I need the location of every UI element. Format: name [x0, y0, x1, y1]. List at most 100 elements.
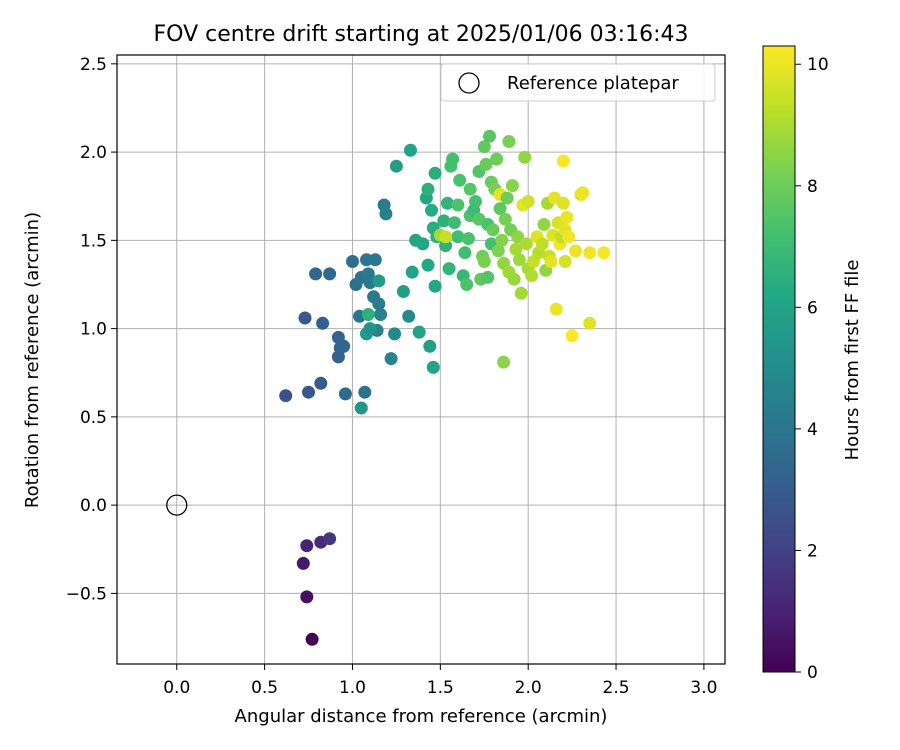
- data-point: [338, 387, 352, 401]
- x-axis-ticks: 0.0 0.5 1.0 1.5 2.0 2.5 3.0: [163, 664, 717, 698]
- data-point: [439, 230, 453, 244]
- data-point: [404, 143, 417, 157]
- y-tick-label: 0.5: [80, 408, 107, 428]
- data-point: [396, 285, 410, 298]
- data-point: [440, 196, 454, 210]
- data-point: [477, 255, 491, 268]
- data-point: [507, 272, 521, 286]
- data-point: [316, 316, 330, 330]
- x-tick-label: 1.5: [427, 678, 454, 698]
- legend: Reference platepar: [440, 63, 716, 102]
- data-point: [421, 182, 435, 196]
- data-point: [374, 308, 388, 321]
- y-tick-label: 0.0: [80, 496, 107, 516]
- data-point: [421, 258, 435, 272]
- data-point: [583, 246, 597, 260]
- data-point: [562, 230, 576, 244]
- colorbar-tick-label: 0: [807, 663, 818, 683]
- data-point: [512, 253, 526, 267]
- data-point: [565, 329, 579, 343]
- data-point: [305, 632, 319, 646]
- y-tick-label: 2.0: [80, 143, 107, 163]
- data-point: [323, 267, 337, 281]
- data-point: [500, 191, 514, 205]
- data-point: [300, 590, 314, 604]
- data-point: [479, 157, 493, 171]
- data-point: [502, 135, 516, 148]
- data-points: [279, 129, 611, 646]
- data-point: [447, 216, 461, 230]
- data-point: [358, 385, 372, 399]
- data-point: [446, 152, 460, 166]
- data-point: [498, 212, 512, 226]
- data-point: [372, 297, 386, 311]
- plot-frame: [116, 54, 726, 665]
- data-point: [302, 385, 315, 399]
- data-point: [426, 360, 440, 374]
- colorbar-tick-label: 10: [807, 55, 829, 75]
- data-point: [323, 532, 337, 546]
- data-point: [519, 237, 533, 251]
- data-point: [535, 237, 549, 251]
- data-point: [372, 274, 386, 288]
- data-point: [463, 182, 477, 196]
- data-point: [296, 556, 310, 570]
- y-axis-label: Rotation from reference (arcmin): [22, 212, 43, 508]
- data-point: [354, 401, 368, 415]
- data-point: [388, 327, 402, 341]
- data-point: [556, 154, 570, 168]
- data-point: [518, 150, 532, 164]
- data-point: [558, 255, 572, 268]
- data-point: [412, 325, 426, 339]
- data-point: [416, 237, 430, 251]
- data-point: [423, 339, 437, 353]
- data-point: [556, 196, 570, 210]
- data-point: [368, 253, 382, 267]
- legend-reference-marker: [458, 72, 480, 94]
- data-point: [497, 355, 511, 369]
- x-axis-label: Angular distance from reference (arcmin): [235, 706, 608, 727]
- data-point: [549, 302, 563, 316]
- reference-layer: [166, 494, 188, 516]
- data-point: [483, 129, 496, 143]
- data-point: [314, 376, 328, 390]
- data-point: [437, 214, 451, 228]
- colorbar-tick-label: 2: [807, 541, 818, 561]
- data-point: [384, 352, 398, 366]
- reference-platepar-marker: [166, 494, 188, 516]
- data-point: [379, 207, 393, 221]
- data-point: [514, 286, 528, 300]
- data-point: [525, 269, 539, 283]
- chart-title: FOV centre drift starting at 2025/01/06 …: [154, 22, 689, 47]
- data-point: [451, 198, 465, 212]
- data-point: [490, 152, 504, 166]
- x-tick-label: 3.0: [690, 678, 717, 698]
- data-point: [346, 255, 359, 268]
- data-point: [486, 223, 500, 237]
- legend-label: Reference platepar: [507, 73, 679, 94]
- data-point: [469, 195, 482, 208]
- data-point: [477, 140, 491, 154]
- data-point: [298, 311, 312, 325]
- data-point: [425, 203, 438, 217]
- data-point: [569, 244, 583, 258]
- data-point: [481, 270, 495, 284]
- y-tick-label: 2.5: [80, 55, 107, 75]
- data-point: [361, 308, 375, 321]
- data-point: [491, 244, 505, 258]
- data-point: [583, 316, 597, 330]
- data-point: [458, 246, 472, 260]
- colorbar-tick-label: 4: [807, 420, 818, 440]
- data-point: [331, 330, 345, 344]
- legend-box: [440, 63, 716, 102]
- data-point: [493, 202, 507, 216]
- x-tick-label: 0.5: [251, 678, 278, 698]
- data-point: [511, 230, 525, 244]
- data-point: [537, 218, 551, 231]
- x-tick-label: 0.0: [163, 678, 190, 698]
- data-point: [405, 265, 419, 279]
- data-point: [461, 232, 475, 246]
- grid-lines: [117, 55, 725, 664]
- data-point: [363, 322, 377, 336]
